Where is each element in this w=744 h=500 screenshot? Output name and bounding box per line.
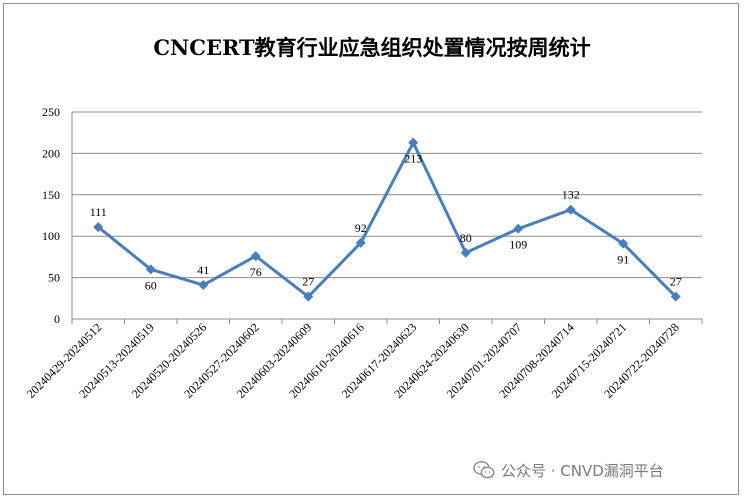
data-point-marker [460, 247, 471, 258]
y-tick-label: 0 [54, 312, 60, 326]
data-point-marker [670, 291, 681, 302]
data-point-marker [303, 291, 314, 302]
data-label: 92 [355, 221, 367, 235]
y-tick-label: 250 [42, 105, 60, 119]
y-tick-label: 150 [42, 188, 60, 202]
data-label: 109 [509, 238, 527, 252]
data-label: 76 [250, 265, 262, 279]
data-point-marker [250, 251, 261, 262]
watermark: 公众号 · CNVD漏洞平台 [473, 456, 664, 484]
data-label: 27 [670, 275, 682, 289]
data-point-marker [93, 222, 104, 233]
data-point-marker [513, 223, 524, 234]
y-tick-label: 100 [42, 229, 60, 243]
data-point-marker [145, 264, 156, 275]
data-label: 132 [562, 188, 580, 202]
data-point-marker [198, 280, 209, 291]
wechat-icon [473, 461, 495, 479]
series-line [97, 141, 677, 299]
y-tick-label: 200 [42, 146, 60, 160]
data-point-marker [355, 237, 366, 248]
data-label: 91 [617, 253, 629, 267]
data-label: 27 [302, 275, 314, 289]
data-label: 111 [90, 205, 107, 219]
y-tick-label: 50 [48, 271, 60, 285]
watermark-text: 公众号 · CNVD漏洞平台 [501, 461, 664, 480]
data-label: 41 [197, 263, 209, 277]
data-point-marker [565, 204, 576, 215]
data-label: 60 [145, 278, 157, 292]
data-label: 213 [404, 152, 422, 166]
chart-title: CNCERT教育行业应急组织处置情况按周统计 [153, 35, 591, 60]
data-point-marker [408, 137, 419, 148]
data-point-marker [618, 238, 629, 249]
data-label: 80 [460, 231, 472, 245]
